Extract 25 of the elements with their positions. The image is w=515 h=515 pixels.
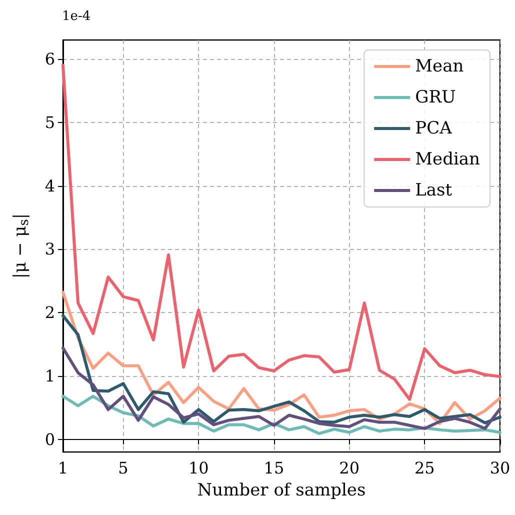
legend-label: GRU (415, 88, 456, 108)
x-tick-label: 10 (188, 458, 209, 478)
y-tick-label: 1 (44, 366, 55, 386)
legend-label: Median (415, 150, 480, 170)
x-tick-label: 20 (339, 458, 360, 478)
text: 1e-4 (62, 9, 91, 24)
line-series (62, 394, 502, 436)
x-axis-title: Number of samples (197, 480, 366, 500)
y-tick-label: 2 (44, 303, 55, 322)
x-tick-label: 15 (264, 458, 284, 478)
legend-label: Mean (415, 56, 464, 76)
line-series (62, 346, 502, 430)
y-tick-label: 5 (44, 112, 55, 132)
legend-label: Last (415, 180, 452, 200)
legend-label: PCA (415, 118, 453, 138)
line-series (62, 314, 502, 424)
y-axis-title: |μ − μs| (10, 213, 32, 279)
x-tick-label: 1 (58, 458, 68, 478)
y-tick-label: 6 (44, 50, 55, 69)
x-tick-label: 5 (118, 458, 128, 478)
y-tick-label: 0 (44, 430, 55, 449)
y-tick-label: 3 (44, 240, 55, 259)
x-tick-label: 25 (414, 458, 435, 478)
x-tick-label: 30 (490, 458, 510, 478)
y-tick-label: 4 (44, 176, 55, 196)
